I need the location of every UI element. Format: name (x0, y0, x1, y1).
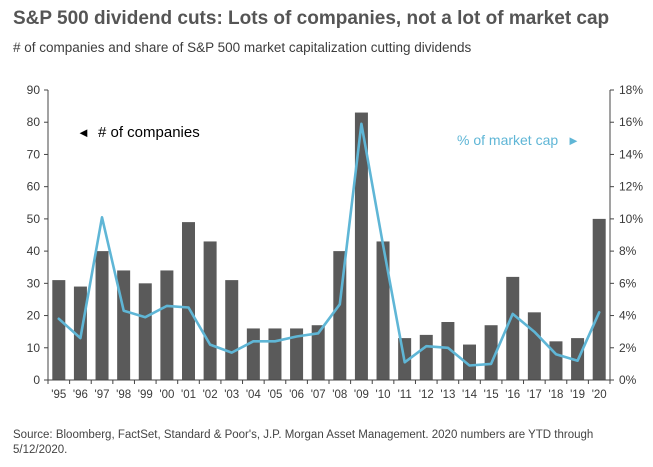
x-tick-label: '05 (267, 389, 282, 401)
left-tick-label: 70 (27, 147, 41, 161)
dividend-cuts-chart: 0 10 20 30 40 50 60 70 80 90 0% 2% 4% 6% 8% 10% 12% 14% 1… (27, 83, 644, 401)
x-tick-label: '96 (73, 389, 88, 401)
bar-07 (311, 325, 325, 380)
x-tick-label: '20 (592, 389, 607, 401)
bar-10 (376, 241, 390, 380)
left-tick-label: 0 (33, 373, 40, 387)
legend-companies-label: # of companies (98, 124, 200, 141)
left-tick-label: 50 (27, 212, 41, 226)
x-tick-label: '06 (289, 389, 304, 401)
right-tick-label: 0% (619, 373, 637, 387)
x-tick-label: '11 (398, 389, 412, 401)
bar-15 (484, 325, 498, 380)
right-tick-label: 2% (619, 341, 637, 355)
bar-series-companies (52, 112, 606, 381)
bar-01 (182, 222, 195, 380)
bar-14 (463, 344, 476, 380)
x-tick-label: '12 (419, 389, 434, 401)
bar-97 (95, 251, 109, 380)
right-tick-label: 14% (619, 147, 643, 161)
bar-18 (549, 341, 563, 380)
right-tick-label: 12% (619, 180, 643, 194)
left-tick-label: 80 (27, 115, 41, 129)
line-series-market-cap (57, 122, 601, 367)
right-tick-label: 8% (619, 244, 637, 258)
x-tick-label: '13 (440, 389, 455, 401)
bar-00 (160, 270, 174, 380)
x-tick-label: '98 (116, 389, 131, 401)
x-tick-label: '99 (138, 389, 153, 401)
x-tick-label: '09 (354, 389, 369, 401)
left-tick-label: 60 (27, 180, 41, 194)
x-tick-label: '04 (246, 389, 262, 401)
legend-market-cap-label: % of market cap (457, 132, 558, 148)
source-note: Source: Bloomberg, FactSet, Standard & P… (13, 429, 594, 456)
bar-05 (268, 328, 282, 380)
right-tick-label: 18% (619, 83, 643, 97)
bar-09 (354, 112, 368, 381)
right-tick-label: 16% (619, 115, 643, 129)
bar-13 (441, 322, 455, 380)
bar-04 (246, 328, 260, 380)
x-tick-label: '07 (311, 389, 326, 401)
bar-17 (527, 312, 541, 380)
x-tick-label: '18 (548, 389, 563, 401)
x-tick-label: '08 (332, 389, 347, 401)
x-tick-label: '97 (95, 389, 110, 401)
bar-06 (290, 328, 304, 380)
x-tick-label: '15 (484, 389, 499, 401)
legend-market-cap-arrow: ► (567, 133, 580, 148)
x-axis-ticks: '95 '96 '97 '98 '99 '00 '01 '02 '03 '04 '05 '06 '07 '… (47, 380, 611, 401)
bar-20 (592, 218, 606, 380)
bar-99 (138, 283, 152, 380)
chart-subtitle: # of companies and share of S&P 500 mark… (13, 40, 472, 55)
bar-12 (419, 334, 433, 380)
x-tick-label: '03 (224, 389, 239, 401)
bar-95 (52, 280, 66, 380)
chart-title: S&P 500 dividend cuts: Lots of companies… (13, 8, 610, 29)
x-tick-label: '16 (505, 389, 520, 401)
legend-market-cap: % of market cap ► (457, 132, 580, 148)
x-tick-label: '10 (376, 389, 391, 401)
right-tick-label: 6% (619, 276, 637, 290)
x-tick-label: '17 (527, 389, 542, 401)
left-tick-label: 30 (27, 276, 41, 290)
left-axis-ticks: 0 10 20 30 40 50 60 70 80 90 (27, 83, 48, 387)
bar-02 (203, 241, 217, 380)
left-tick-label: 10 (27, 341, 41, 355)
left-tick-label: 20 (27, 309, 41, 323)
x-tick-label: '00 (159, 389, 174, 401)
bar-03 (225, 280, 239, 380)
legend-companies-arrow: ◄ (77, 125, 90, 140)
right-tick-label: 10% (619, 212, 643, 226)
x-tick-label: '01 (181, 389, 196, 401)
right-tick-label: 4% (619, 309, 637, 323)
x-tick-label: '02 (203, 389, 218, 401)
x-tick-label: '95 (51, 389, 66, 401)
x-tick-label: '19 (570, 389, 585, 401)
right-axis-ticks: 0% 2% 4% 6% 8% 10% 12% 14% 16% 18% (610, 83, 643, 387)
left-tick-label: 90 (27, 83, 41, 97)
bar-16 (506, 276, 520, 380)
x-tick-label: '14 (462, 389, 478, 401)
left-tick-label: 40 (27, 244, 41, 258)
legend-companies: ◄ # of companies (77, 124, 200, 141)
